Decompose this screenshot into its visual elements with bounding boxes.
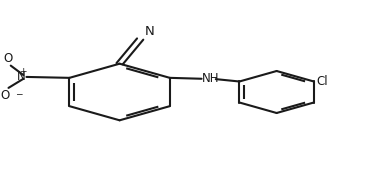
- Text: O: O: [0, 89, 10, 102]
- Text: NH: NH: [202, 72, 220, 85]
- Text: O: O: [3, 52, 12, 65]
- Text: N: N: [145, 25, 154, 38]
- Text: −: −: [15, 89, 23, 98]
- Text: N: N: [17, 70, 26, 83]
- Text: Cl: Cl: [317, 75, 329, 88]
- Text: +: +: [19, 67, 26, 76]
